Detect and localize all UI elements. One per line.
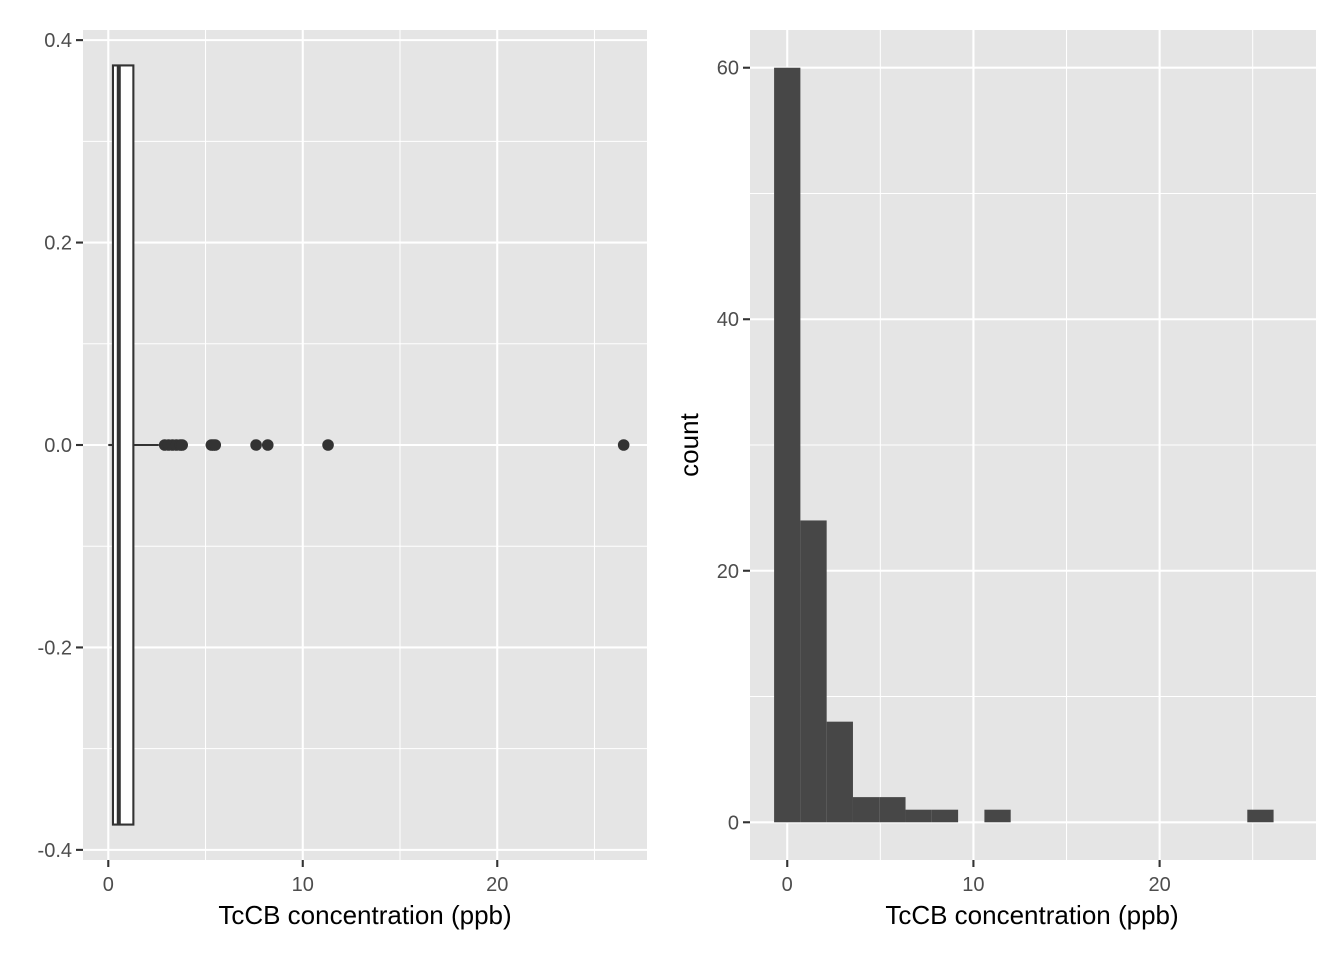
histogram-y-tick-label: 20 — [717, 561, 739, 583]
histogram-bar — [905, 809, 932, 823]
boxplot-outlier-point — [322, 439, 334, 451]
boxplot-panel: 0 10 20 -0.4 -0.2 0.0 0.2 0.4 TcCB concentratio… — [38, 30, 647, 930]
boxplot-outlier-point — [209, 439, 222, 451]
histogram-panel: 0 10 20 0 20 40 60 TcCB concentration (ppb) co… — [674, 30, 1316, 930]
histogram-axes: 0 10 20 0 20 40 60 — [717, 58, 1171, 896]
boxplot-x-axis-title: TcCB concentration (ppb) — [218, 900, 511, 930]
histogram-bar — [984, 809, 1011, 823]
histogram-x-axis-title: TcCB concentration (ppb) — [885, 900, 1178, 930]
histogram-bar — [774, 67, 801, 823]
histogram-bar — [800, 520, 827, 823]
histogram-marks — [774, 67, 1274, 823]
histogram-y-tick-label: 40 — [717, 309, 739, 331]
boxplot-y-tick-label: 0.4 — [44, 30, 72, 52]
boxplot-y-tick-label: 0.2 — [44, 233, 72, 255]
histogram-y-tick-label: 0 — [728, 812, 739, 834]
boxplot-y-tick-label: -0.4 — [38, 840, 72, 862]
histogram-bar — [879, 797, 906, 823]
boxplot-outlier-point — [617, 439, 630, 451]
histogram-bar — [1247, 809, 1274, 823]
boxplot-outlier-point — [176, 439, 188, 451]
histogram-bar — [826, 721, 853, 823]
histogram-y-tick-label: 60 — [717, 58, 739, 80]
boxplot-axes: 0 10 20 -0.4 -0.2 0.0 0.2 0.4 — [38, 30, 509, 896]
boxplot-y-tick-label: -0.2 — [38, 637, 72, 659]
boxplot-x-tick-label: 10 — [292, 874, 314, 896]
histogram-x-tick-label: 10 — [962, 874, 984, 896]
histogram-x-tick-label: 20 — [1148, 874, 1170, 896]
histogram-x-tick-label: 0 — [782, 874, 793, 896]
histogram-y-axis-title: count — [674, 412, 704, 476]
boxplot-x-tick-label: 0 — [103, 874, 114, 896]
boxplot-y-tick-label: 0.0 — [44, 435, 72, 457]
boxplot-outlier-point — [250, 439, 262, 451]
boxplot-box — [111, 64, 135, 826]
histogram-bar — [931, 809, 959, 823]
boxplot-x-tick-label: 20 — [486, 874, 508, 896]
boxplot-outlier-point — [261, 439, 274, 451]
boxplot-marks — [108, 64, 630, 826]
histogram-bar — [852, 797, 880, 823]
